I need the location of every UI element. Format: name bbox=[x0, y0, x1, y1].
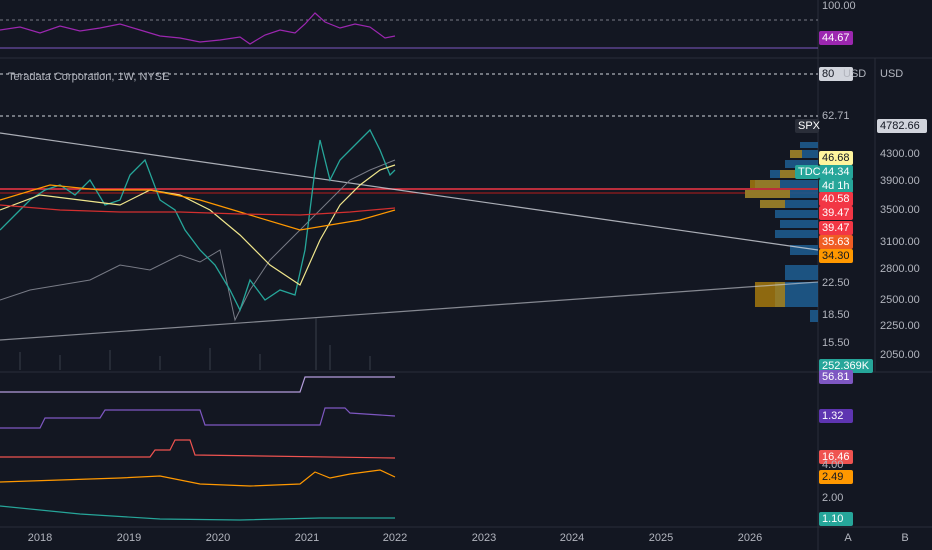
badge bbox=[795, 165, 819, 179]
time-label: 2022 bbox=[383, 532, 407, 544]
price-line bbox=[0, 128, 396, 312]
scale-button[interactable]: A bbox=[844, 532, 852, 544]
badge bbox=[819, 192, 853, 206]
scale-label: 18.50 bbox=[822, 309, 850, 321]
scale-label: USD bbox=[880, 68, 903, 80]
scale-label: 1.32 bbox=[822, 410, 843, 422]
scale-label: 62.71 bbox=[822, 110, 850, 122]
badge bbox=[819, 67, 853, 81]
badge bbox=[819, 512, 853, 526]
trend-line bbox=[0, 132, 819, 251]
indicator-line bbox=[0, 505, 395, 521]
scale-label: 39.47 bbox=[822, 207, 850, 219]
badge bbox=[819, 235, 853, 249]
trend-line bbox=[0, 281, 819, 341]
volume-bars bbox=[19, 318, 371, 370]
scale-label: 2.00 bbox=[822, 492, 843, 504]
scale-label: 4300.00 bbox=[880, 148, 920, 160]
badge bbox=[819, 31, 853, 45]
badge bbox=[819, 409, 853, 423]
badge bbox=[819, 179, 853, 193]
scale-label: 4782.66 bbox=[880, 120, 920, 132]
scale-label: 3500.00 bbox=[880, 204, 920, 216]
badge bbox=[819, 470, 853, 484]
scale-label: 2.49 bbox=[822, 471, 843, 483]
scale-label: TDC bbox=[798, 166, 821, 178]
badge bbox=[877, 119, 927, 133]
time-label: 2024 bbox=[560, 532, 584, 544]
scale-label: 4.00 bbox=[822, 459, 843, 471]
moving-average bbox=[0, 204, 396, 216]
moving-average bbox=[0, 164, 396, 286]
scale-label: 3900.00 bbox=[880, 175, 920, 187]
scale-label: 44.34 bbox=[822, 166, 850, 178]
scale-label: 16.46 bbox=[822, 451, 850, 463]
scale-label: SPX bbox=[798, 120, 821, 132]
chart-title: Teradata Corporation, 1W, NYSE bbox=[8, 71, 169, 83]
badge bbox=[819, 151, 853, 165]
badge bbox=[819, 370, 853, 384]
scale-label: 1.10 bbox=[822, 513, 843, 525]
indicator-line bbox=[0, 407, 396, 429]
scale-label: 39.47 bbox=[822, 222, 850, 234]
scale-label: 40.58 bbox=[822, 193, 850, 205]
scale-label: 44.67 bbox=[822, 32, 850, 44]
scale-label: 2050.00 bbox=[880, 349, 920, 361]
scale-label: 34.30 bbox=[822, 250, 850, 262]
badge bbox=[819, 359, 873, 373]
moving-average bbox=[0, 184, 396, 231]
indicator-line bbox=[0, 469, 396, 487]
badge bbox=[819, 249, 853, 263]
badge bbox=[819, 165, 853, 179]
scale-label: USD bbox=[843, 68, 866, 80]
scale-label: 56.81 bbox=[822, 371, 850, 383]
time-label: 2025 bbox=[649, 532, 673, 544]
badge bbox=[795, 119, 819, 133]
rsi-line bbox=[0, 12, 396, 45]
scale-label: 22.50 bbox=[822, 277, 850, 289]
scale-label: 2250.00 bbox=[880, 320, 920, 332]
scale-label: 80 bbox=[822, 68, 834, 80]
scale-label: 46.68 bbox=[822, 152, 850, 164]
time-label: 2019 bbox=[117, 532, 141, 544]
time-label: 2021 bbox=[295, 532, 319, 544]
time-label: 2020 bbox=[206, 532, 230, 544]
time-label: 2018 bbox=[28, 532, 52, 544]
scale-label: 100.00 bbox=[822, 0, 856, 12]
scale-label: 252.369K bbox=[822, 360, 870, 372]
time-label: 2023 bbox=[472, 532, 496, 544]
time-label: 2026 bbox=[738, 532, 762, 544]
scale-button[interactable]: B bbox=[901, 532, 908, 544]
scale-label: 4d 1h bbox=[822, 180, 850, 192]
scale-label: 2800.00 bbox=[880, 263, 920, 275]
scale-label: 3100.00 bbox=[880, 236, 920, 248]
indicator-line bbox=[0, 439, 396, 459]
badge bbox=[819, 450, 853, 464]
badge bbox=[819, 206, 853, 220]
scale-label: 15.50 bbox=[822, 337, 850, 349]
scale-label: 2500.00 bbox=[880, 294, 920, 306]
indicator-line bbox=[0, 376, 395, 393]
scale-label: 35.63 bbox=[822, 236, 850, 248]
badge bbox=[819, 221, 853, 235]
